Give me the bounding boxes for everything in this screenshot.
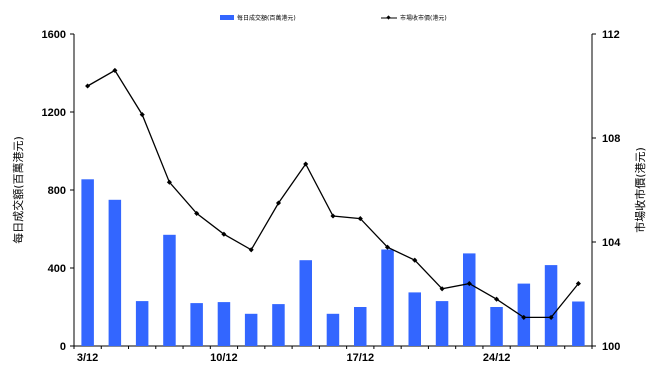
left-axis: 0 400 800 1200 1600	[42, 29, 74, 353]
line-point	[384, 244, 391, 250]
legend: 每日成交額(百萬港元) 市場收市價(港元)	[220, 14, 447, 22]
bar	[326, 313, 340, 346]
line-point	[330, 213, 336, 219]
bar	[81, 179, 94, 346]
x-axis: 3/12 10/12 17/12 24/12	[73, 346, 593, 364]
bar	[354, 307, 367, 346]
bar	[272, 304, 285, 346]
line-point	[194, 210, 200, 216]
bar	[408, 292, 421, 346]
y2-axis-title: 市場收市價(港元)	[633, 147, 647, 233]
legend-bar-swatch	[220, 15, 234, 20]
line-point	[248, 247, 254, 253]
right-tick-label: 112	[602, 29, 620, 41]
line-point	[439, 286, 445, 292]
line-point	[357, 216, 363, 222]
left-tick-label: 1600	[42, 29, 66, 41]
y-axis-title: 每日成交額(百萬港元)	[11, 136, 25, 244]
right-tick-label: 104	[602, 237, 621, 249]
bar	[490, 307, 503, 346]
line-point	[139, 112, 145, 118]
left-tick-label: 800	[48, 185, 66, 197]
line-path	[87, 69, 579, 319]
plot-frame	[73, 34, 593, 347]
bar	[163, 234, 176, 346]
bar	[190, 303, 203, 346]
legend-line-marker	[386, 15, 391, 20]
line-point	[575, 281, 581, 287]
x-tick-label: 24/12	[483, 352, 511, 364]
left-tick-label: 0	[60, 341, 66, 353]
line-point	[85, 83, 91, 89]
x-tick-label: 3/12	[77, 352, 98, 364]
right-tick-label: 108	[602, 133, 620, 145]
bar-series	[81, 179, 585, 347]
legend-bar-label: 每日成交額(百萬港元)	[237, 14, 296, 22]
bar	[299, 260, 312, 346]
bar	[517, 283, 531, 346]
bar	[544, 265, 558, 346]
left-tick-label: 1200	[42, 107, 66, 119]
bar	[435, 301, 449, 346]
right-axis: 100 104 108 112	[592, 29, 621, 353]
left-tick-label: 400	[48, 263, 66, 275]
line-series	[85, 67, 581, 320]
line-point	[112, 67, 118, 73]
line-point	[548, 314, 554, 320]
line-point	[521, 314, 527, 320]
bar	[572, 301, 585, 346]
line-point	[166, 179, 172, 185]
bar	[135, 301, 149, 346]
legend-line-label: 市場收市價(港元)	[400, 14, 447, 22]
line-point	[412, 257, 418, 263]
x-tick-label: 17/12	[347, 352, 375, 364]
x-tick-label: 10/12	[210, 352, 238, 364]
bar	[381, 249, 394, 346]
line-point	[466, 281, 472, 287]
line-point	[221, 231, 227, 237]
bar	[463, 253, 476, 346]
bar	[217, 302, 231, 346]
bar	[108, 199, 122, 347]
bar	[244, 313, 258, 346]
line-point	[275, 200, 282, 206]
line-point	[494, 296, 500, 302]
right-tick-label: 100	[602, 341, 620, 353]
